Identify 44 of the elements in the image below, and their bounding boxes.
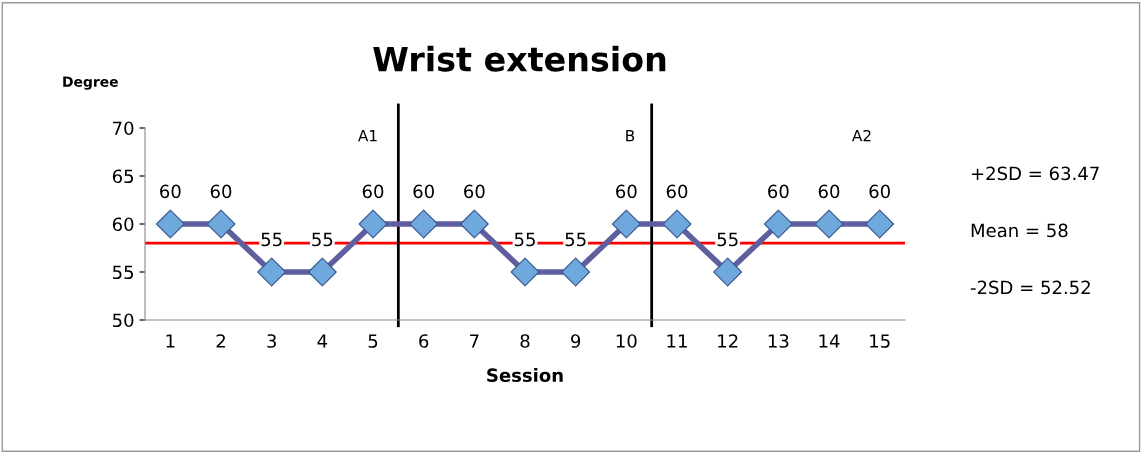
data-label: 55 <box>261 232 282 247</box>
y-axis-title: Degree <box>63 76 118 90</box>
annotation: A1 <box>358 130 377 142</box>
x-tick-label: 8 <box>520 334 530 348</box>
x-tick-label: 15 <box>870 334 890 348</box>
x-tick-label: 9 <box>571 334 581 348</box>
chart-title: Wrist extension <box>373 45 666 72</box>
annotation: B <box>626 130 635 142</box>
x-tick-label: 3 <box>267 334 276 348</box>
data-label: 60 <box>160 184 181 199</box>
data-label: 60 <box>869 184 890 199</box>
data-label: 55 <box>312 232 333 247</box>
data-label: 60 <box>210 184 232 199</box>
data-label: 60 <box>616 184 637 199</box>
y-tick-label: 55 <box>113 265 134 280</box>
x-tick-label: 14 <box>819 334 840 348</box>
data-label: 55 <box>717 232 738 247</box>
x-tick-label: 5 <box>368 334 378 348</box>
data-label: 60 <box>768 184 789 199</box>
data-label: 60 <box>464 184 485 199</box>
x-tick-label: 7 <box>470 334 479 348</box>
text: Mean = 58 <box>971 223 1068 238</box>
x-tick-label: 6 <box>419 334 429 348</box>
y-tick-label: 50 <box>113 313 134 328</box>
data-label: 60 <box>666 184 688 199</box>
text: +2SD = 63.47 <box>971 166 1099 181</box>
text: -2SD = 52.52 <box>970 280 1090 295</box>
x-tick-label: 2 <box>216 334 225 348</box>
x-axis-title: Session <box>487 368 563 383</box>
x-tick-label: 12 <box>718 334 738 348</box>
data-label: 60 <box>362 184 384 199</box>
data-label: 55 <box>514 232 535 247</box>
x-tick-label: 4 <box>317 334 328 348</box>
x-tick-label: 1 <box>166 334 175 348</box>
y-tick-label: 60 <box>112 217 134 232</box>
x-tick-label: 10 <box>616 334 637 348</box>
data-label: 60 <box>413 184 434 199</box>
y-tick-label: 65 <box>112 169 134 184</box>
data-label: 55 <box>565 232 586 247</box>
annotation: A2 <box>852 129 871 142</box>
y-tick-label: 70 <box>113 121 134 136</box>
data-label: 60 <box>818 184 840 199</box>
x-tick-label: 13 <box>768 334 789 348</box>
x-tick-label: 11 <box>667 334 687 348</box>
